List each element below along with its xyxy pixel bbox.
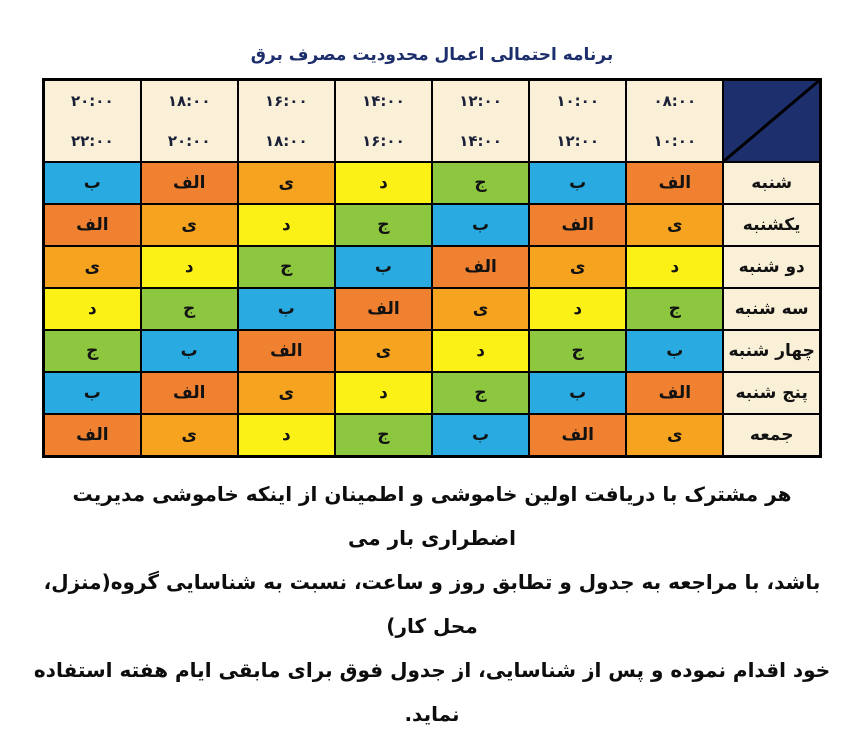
group-cell: ی bbox=[236, 161, 336, 205]
table-row: د ج ب الف ی د ج سه شنبه bbox=[42, 287, 822, 331]
group-cell: الف bbox=[42, 413, 142, 458]
group-cell: ج bbox=[333, 413, 434, 458]
time-header-cell: ۱۰:۰۰ ۱۲:۰۰ bbox=[528, 78, 628, 163]
group-cell: د bbox=[528, 287, 628, 331]
group-cell: ج bbox=[625, 287, 725, 331]
group-cell: د bbox=[333, 161, 434, 205]
table-row: الف ی د ج ب الف ی جمعه bbox=[42, 413, 822, 458]
group-cell: الف bbox=[139, 161, 239, 205]
group-cell: ی bbox=[528, 245, 628, 289]
group-cell: ج bbox=[333, 203, 434, 247]
group-cell: ج bbox=[430, 161, 531, 205]
table-row: ب الف ی د ج ب الف شنبه bbox=[42, 161, 822, 205]
group-cell: الف bbox=[139, 371, 239, 415]
footer-note: هر مشترک با دریافت اولین خاموشی و اطمینا… bbox=[24, 472, 840, 736]
time-header-cell: ۱۲:۰۰ ۱۴:۰۰ bbox=[430, 78, 531, 163]
group-cell: ی bbox=[236, 371, 336, 415]
table-header-row: ۲۰:۰۰ ۲۲:۰۰ ۱۸:۰۰ ۲۰:۰۰ ۱۶:۰۰ ۱۸:۰۰ ۱۴:۰۰ ۱۶:۰۰… bbox=[42, 78, 822, 163]
group-cell: ی bbox=[139, 413, 239, 458]
group-cell: ب bbox=[625, 329, 725, 373]
page-title: برنامه احتمالی اعمال محدودیت مصرف برق bbox=[250, 45, 614, 65]
group-cell: الف bbox=[528, 413, 628, 458]
table-row: الف ی د ج ب الف ی یکشنبه bbox=[42, 203, 822, 247]
table-row: ی د ج ب الف ی د دو شنبه bbox=[42, 245, 822, 289]
group-cell: الف bbox=[625, 161, 725, 205]
group-cell: ی bbox=[430, 287, 531, 331]
group-cell: ج bbox=[42, 329, 142, 373]
day-label-cell: شنبه bbox=[722, 161, 822, 205]
group-cell: ب bbox=[430, 203, 531, 247]
group-cell: ب bbox=[430, 413, 531, 458]
group-cell: ج bbox=[139, 287, 239, 331]
group-cell: ی bbox=[42, 245, 142, 289]
time-end: ۱۶:۰۰ bbox=[362, 132, 405, 150]
group-cell: ب bbox=[42, 371, 142, 415]
group-cell: الف bbox=[42, 203, 142, 247]
time-end: ۲۰:۰۰ bbox=[167, 132, 211, 150]
group-cell: ی bbox=[333, 329, 434, 373]
time-start: ۱۶:۰۰ bbox=[265, 92, 308, 110]
time-end: ۱۴:۰۰ bbox=[459, 132, 502, 150]
group-cell: الف bbox=[528, 203, 628, 247]
footer-line: باشد، با مراجعه به جدول و تطابق روز و سا… bbox=[43, 570, 821, 638]
day-label-cell: سه شنبه bbox=[722, 287, 822, 331]
time-header-cell: ۱۶:۰۰ ۱۸:۰۰ bbox=[236, 78, 336, 163]
time-header-cell: ۰۸:۰۰ ۱۰:۰۰ bbox=[625, 78, 725, 163]
group-cell: ج bbox=[430, 371, 531, 415]
time-start: ۱۰:۰۰ bbox=[556, 92, 599, 110]
day-label-cell: پنج شنبه bbox=[722, 371, 822, 415]
group-cell: ب bbox=[528, 161, 628, 205]
group-cell: د bbox=[139, 245, 239, 289]
group-cell: د bbox=[42, 287, 142, 331]
group-cell: ج bbox=[236, 245, 336, 289]
time-header-cell: ۱۴:۰۰ ۱۶:۰۰ bbox=[333, 78, 434, 163]
time-end: ۱۲:۰۰ bbox=[556, 132, 599, 150]
time-header-cell: ۱۸:۰۰ ۲۰:۰۰ bbox=[139, 78, 239, 163]
group-cell: د bbox=[625, 245, 725, 289]
table-row: ج ب الف ی د ج ب چهار شنبه bbox=[42, 329, 822, 373]
time-start: ۱۲:۰۰ bbox=[459, 92, 502, 110]
outage-schedule-table: ۲۰:۰۰ ۲۲:۰۰ ۱۸:۰۰ ۲۰:۰۰ ۱۶:۰۰ ۱۸:۰۰ ۱۴:۰۰ ۱۶:۰۰… bbox=[42, 78, 822, 458]
group-cell: د bbox=[236, 413, 336, 458]
group-cell: د bbox=[236, 203, 336, 247]
group-cell: د bbox=[333, 371, 434, 415]
group-cell: الف bbox=[333, 287, 434, 331]
day-label-cell: چهار شنبه bbox=[722, 329, 822, 373]
day-label-cell: دو شنبه bbox=[722, 245, 822, 289]
diagonal-line bbox=[724, 81, 819, 161]
group-cell: ب bbox=[42, 161, 142, 205]
group-cell: ی bbox=[139, 203, 239, 247]
time-start: ۱۴:۰۰ bbox=[362, 92, 405, 110]
footer-line: هر مشترک با دریافت اولین خاموشی و اطمینا… bbox=[72, 482, 792, 550]
group-cell: الف bbox=[236, 329, 336, 373]
time-start: ۲۰:۰۰ bbox=[71, 92, 114, 110]
time-end: ۱۰:۰۰ bbox=[653, 132, 697, 150]
group-cell: ی bbox=[625, 413, 725, 458]
group-cell: د bbox=[430, 329, 531, 373]
group-cell: ب bbox=[236, 287, 336, 331]
footer-line: خود اقدام نموده و پس از شناسایی، از جدول… bbox=[33, 658, 831, 726]
group-cell: الف bbox=[625, 371, 725, 415]
group-cell: ی bbox=[625, 203, 725, 247]
corner-cell bbox=[722, 78, 822, 163]
group-cell: ب bbox=[139, 329, 239, 373]
time-end: ۲۲:۰۰ bbox=[71, 132, 114, 150]
group-cell: ب bbox=[333, 245, 434, 289]
day-label-cell: یکشنبه bbox=[722, 203, 822, 247]
day-label-cell: جمعه bbox=[722, 413, 822, 458]
group-cell: الف bbox=[430, 245, 531, 289]
time-start: ۱۸:۰۰ bbox=[167, 92, 211, 110]
group-cell: ج bbox=[528, 329, 628, 373]
group-cell: ب bbox=[528, 371, 628, 415]
time-start: ۰۸:۰۰ bbox=[653, 92, 697, 110]
time-header-cell: ۲۰:۰۰ ۲۲:۰۰ bbox=[42, 78, 142, 163]
time-end: ۱۸:۰۰ bbox=[265, 132, 308, 150]
table-row: ب الف ی د ج ب الف پنج شنبه bbox=[42, 371, 822, 415]
